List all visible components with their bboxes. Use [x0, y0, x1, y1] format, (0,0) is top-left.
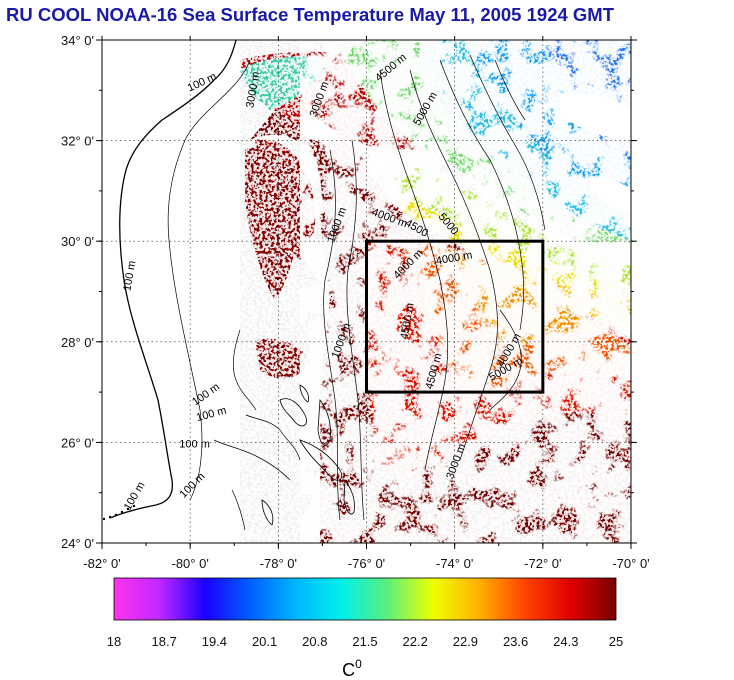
- lat-tick-label: 32° 0': [61, 134, 94, 149]
- longitude-labels: -82° 0' -80° 0' -78° 0' -76° 0' -74° 0' -72° …: [83, 556, 649, 571]
- colorbar-tick-label: 18.7: [152, 634, 177, 649]
- lon-tick-label: -76° 0': [348, 556, 385, 571]
- colorbar-tick-label: 22.9: [453, 634, 478, 649]
- florida-keys: [102, 504, 136, 521]
- colorbar-tick-label: 20.1: [252, 634, 277, 649]
- colorbar-unit-label: C0: [342, 657, 362, 680]
- bahamas-islands: [261, 384, 355, 526]
- land-mask: [102, 40, 236, 520]
- lat-tick-label: 24° 0': [61, 536, 94, 551]
- colorbar-tick-label: 23.6: [503, 634, 528, 649]
- map-title: RU COOL NOAA-16 Sea Surface Temperature …: [6, 4, 615, 25]
- contour-label: 100 m: [121, 260, 138, 292]
- colorbar-tick-label: 18: [107, 634, 121, 649]
- lat-tick-label: 26° 0': [61, 435, 94, 450]
- lon-tick-label: -80° 0': [172, 556, 209, 571]
- lon-tick-label: -72° 0': [524, 556, 561, 571]
- colorbar-tick-label: 24.3: [553, 634, 578, 649]
- colorbar-tick-label: 20.8: [302, 634, 327, 649]
- colorbar-tick-labels: 18 18.7 19.4 20.1 20.8 21.5 22.2 22.9 23.6 24.3 25: [107, 634, 623, 649]
- lon-tick-label: -78° 0': [260, 556, 297, 571]
- lon-tick-label: -70° 0': [612, 556, 649, 571]
- axis-ticks: [96, 36, 637, 549]
- colorbar: [113, 577, 617, 621]
- colorbar-tick-label: 22.2: [403, 634, 428, 649]
- study-area-box: [365, 239, 545, 394]
- coastline: [109, 40, 237, 519]
- unit-base: C: [342, 660, 355, 680]
- contour-label: 100 m: [179, 438, 210, 450]
- colorbar-tick-label: 21.5: [352, 634, 377, 649]
- cloud-mask: [240, 40, 631, 543]
- lon-tick-label: -82° 0': [83, 556, 120, 571]
- lat-tick-label: 28° 0': [61, 335, 94, 350]
- latitude-labels: 34° 0' 32° 0' 30° 0' 28° 0' 26° 0' 24° 0': [61, 33, 94, 551]
- lat-tick-label: 34° 0': [61, 33, 94, 48]
- map-grid: [102, 40, 631, 543]
- lon-tick-label: -74° 0': [436, 556, 473, 571]
- colorbar-tick-label: 25: [609, 634, 623, 649]
- colorbar-tick-label: 19.4: [202, 634, 227, 649]
- unit-superscript: 0: [355, 657, 362, 671]
- lat-tick-label: 30° 0': [61, 234, 94, 249]
